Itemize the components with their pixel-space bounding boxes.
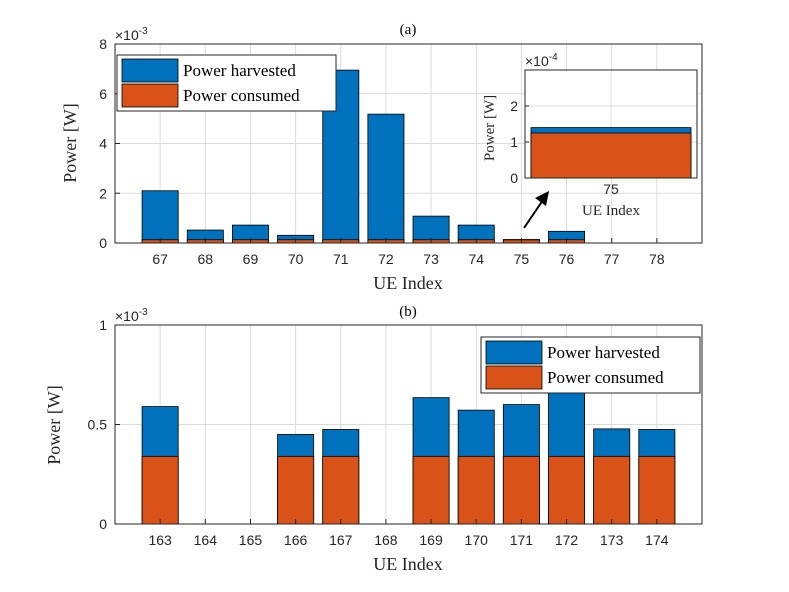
xtick-label: 174 — [645, 532, 669, 548]
bar-consumed-174 — [638, 455, 676, 525]
xtick-label: 166 — [284, 532, 308, 548]
subplot-b: 0 0.5 1 163 164 165 166 167 168 169 170 171 172 173 1… — [44, 304, 703, 574]
arrow-shaft — [523, 199, 544, 229]
bar-consumed-173 — [593, 455, 631, 525]
bar-consumed-170 — [457, 455, 495, 525]
inset-ylabel: Power [W] — [482, 95, 498, 161]
xtick-label: 76 — [559, 251, 575, 267]
inset-pointer-arrow — [523, 191, 549, 229]
bar-consumed-167 — [322, 455, 360, 525]
xtick-label: 72 — [378, 251, 394, 267]
bar-harvested-67 — [141, 190, 179, 244]
subplot-a-legend-swatch-harvested — [121, 58, 179, 83]
subplot-b-xlabel: UE Index — [373, 554, 442, 574]
subplot-a-legend-swatch-consumed — [121, 83, 179, 108]
inset-xlabel: UE Index — [582, 203, 640, 219]
bar-consumed-163 — [141, 455, 179, 525]
ytick-label: 4 — [99, 136, 107, 152]
subplot-b-legend-swatch-harvested — [485, 340, 543, 365]
ytick-label: 2 — [99, 185, 107, 201]
ytick-label: 0 — [99, 235, 107, 251]
bar-consumed-169 — [412, 455, 450, 525]
subplot-a-inset: 0 1 2 75 UE Index Power [W] ×10-4 — [482, 52, 698, 219]
xtick-label: 77 — [604, 251, 620, 267]
xtick-label: 164 — [194, 532, 218, 548]
inset-xtick-label: 75 — [603, 181, 619, 197]
xtick-label: 172 — [555, 532, 579, 548]
subplot-a-title: (a) — [400, 22, 417, 38]
xtick-label: 74 — [468, 251, 484, 267]
subplot-b-exponent: ×10-3 — [115, 307, 148, 324]
ytick-label: 6 — [99, 86, 107, 102]
subplot-b-legend-swatch-consumed — [485, 365, 543, 390]
xtick-label: 71 — [333, 251, 349, 267]
subplot-b-ylabel: Power [W] — [44, 385, 64, 464]
ytick-label: 0.5 — [88, 417, 108, 433]
subplot-b-legend-label-consumed: Power consumed — [547, 368, 664, 387]
bar-consumed-166 — [277, 455, 315, 525]
inset-ytick-label: 1 — [510, 134, 518, 150]
bar-consumed-171 — [502, 455, 540, 525]
inset-ytick-label: 2 — [510, 98, 518, 114]
xtick-label: 75 — [514, 251, 530, 267]
ytick-label: 8 — [99, 36, 107, 52]
xtick-label: 67 — [152, 251, 168, 267]
subplot-a-exponent: ×10-3 — [115, 26, 148, 43]
xtick-label: 173 — [600, 532, 624, 548]
subplot-a-legend-label-harvested: Power harvested — [183, 61, 296, 80]
bar-consumed-172 — [548, 455, 586, 525]
subplot-a-xlabel: UE Index — [373, 273, 442, 293]
subplot-a-legend-label-consumed: Power consumed — [183, 86, 300, 105]
xtick-label: 168 — [374, 532, 398, 548]
subplot-b-legend: Power harvested Power consumed — [480, 336, 701, 394]
xtick-label: 171 — [510, 532, 534, 548]
xtick-label: 165 — [239, 532, 263, 548]
subplot-b-title: (b) — [399, 304, 417, 320]
subplot-a-ylabel: Power [W] — [60, 103, 80, 182]
inset-bar-consumed — [530, 132, 692, 179]
inset-axes-box — [524, 69, 698, 179]
xtick-label: 163 — [148, 532, 172, 548]
ytick-label: 0 — [99, 516, 107, 532]
xtick-label: 73 — [423, 251, 439, 267]
ytick-label: 1 — [99, 317, 107, 333]
subplot-b-legend-label-harvested: Power harvested — [547, 343, 660, 362]
xtick-label: 169 — [419, 532, 443, 548]
bar-harvested-72 — [367, 113, 405, 244]
arrow-head — [535, 191, 549, 206]
xtick-label: 68 — [198, 251, 214, 267]
subplot-a-legend: Power harvested Power consumed — [116, 54, 337, 112]
inset-ytick-label: 0 — [510, 170, 518, 186]
xtick-label: 78 — [649, 251, 665, 267]
xtick-label: 70 — [288, 251, 304, 267]
inset-exponent: ×10-4 — [525, 52, 558, 69]
xtick-label: 69 — [243, 251, 259, 267]
xtick-label: 167 — [329, 532, 353, 548]
xtick-label: 170 — [465, 532, 489, 548]
